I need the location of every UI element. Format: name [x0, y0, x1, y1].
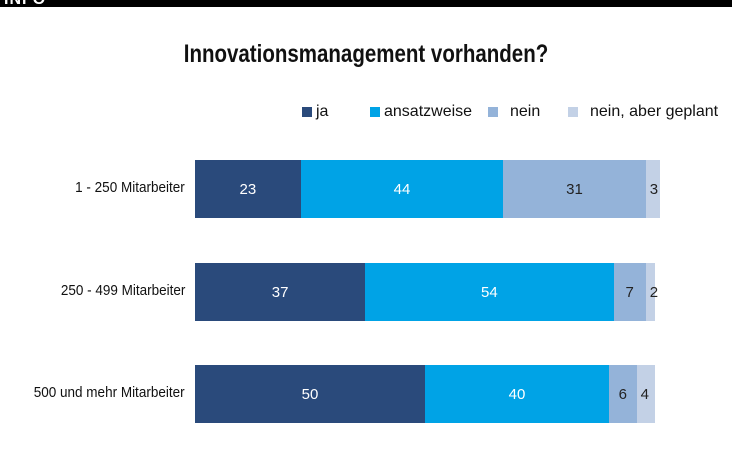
legend-swatch [302, 107, 312, 117]
bar-segment: 3 [645, 160, 660, 218]
bar-segment: 37 [195, 263, 366, 321]
legend-swatch [568, 107, 578, 117]
data-label: 6 [618, 385, 627, 403]
data-label: 50 [301, 385, 319, 403]
legend-label: ja [316, 103, 329, 120]
data-label: 3 [649, 180, 659, 198]
bar-segment: 6 [609, 365, 637, 423]
category-label: 500 und mehr Mitarbeiter [34, 384, 185, 401]
bar-segment: 2 [645, 263, 659, 321]
bar-segment: 7 [613, 263, 646, 321]
bar-segment: 23 [195, 160, 301, 218]
legend: ja ansatzweise nein nein, aber geplant [0, 103, 732, 123]
category-label: 250 - 499 Mitarbeiter [60, 282, 185, 299]
data-label: 54 [481, 283, 498, 301]
data-label: 23 [239, 180, 257, 198]
legend-swatch [488, 107, 498, 117]
legend-item: ja [302, 103, 328, 121]
legend-item: nein [488, 103, 540, 121]
data-label: 40 [508, 385, 526, 403]
header-label: INFO [4, 0, 46, 9]
chart-title: Innovationsmanagement vorhanden? [183, 40, 549, 68]
data-label: 31 [566, 180, 583, 198]
bar-segment: 44 [300, 160, 504, 218]
legend-item: ansatzweise [370, 103, 472, 121]
bar-segment: 50 [195, 365, 425, 423]
bar-segment: 4 [636, 365, 655, 423]
legend-label: ansatzweise [384, 103, 473, 120]
legend-label: nein [510, 103, 541, 120]
bar-segment: 54 [365, 263, 614, 321]
bar-segment: 31 [503, 160, 646, 218]
data-label: 4 [640, 385, 649, 403]
data-label: 37 [271, 283, 289, 301]
data-label: 44 [393, 180, 411, 198]
category-label: 1 - 250 Mitarbeiter [75, 179, 185, 196]
data-label: 2 [649, 283, 659, 301]
legend-swatch [370, 107, 380, 117]
top-bar: INFO [0, 0, 732, 9]
legend-item: nein, aber geplant [568, 103, 718, 121]
data-label: 7 [625, 283, 634, 301]
bar-segment: 40 [425, 365, 609, 423]
legend-label: nein, aber geplant [590, 103, 719, 120]
